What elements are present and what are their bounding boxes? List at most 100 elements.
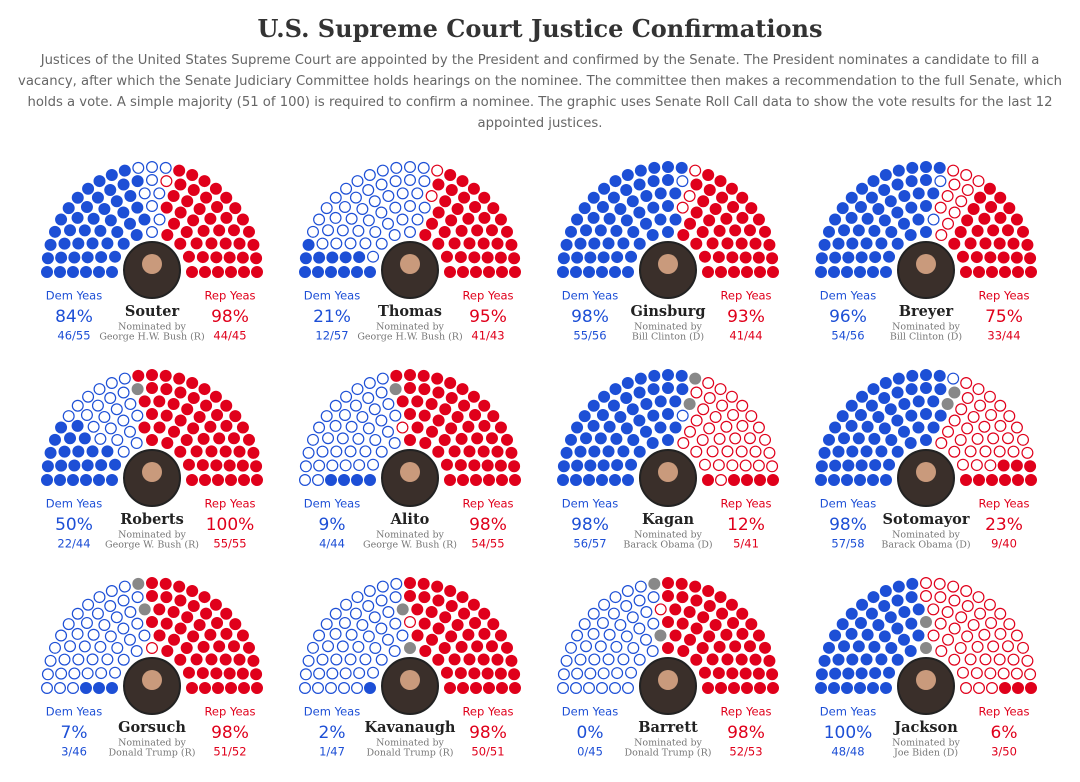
rep-yea-seat: [726, 667, 739, 680]
rep-yea-seat: [753, 266, 766, 279]
dem-yea-seat: [639, 217, 652, 230]
rep-nay-seat: [766, 460, 779, 473]
rep-yea-seat: [1017, 225, 1030, 238]
justice-name: Alito: [390, 511, 430, 528]
dem-yea-seat: [105, 474, 118, 487]
dem-nay-seat: [587, 607, 600, 620]
rep-yea-seat: [491, 653, 504, 666]
rep-nay-seat: [964, 445, 977, 458]
rep-nay-seat: [970, 459, 983, 472]
dem-nay-seat: [597, 667, 610, 680]
rep-yea-seat: [509, 474, 522, 487]
dem-yea-seat: [560, 238, 573, 251]
dem-yea-seat: [814, 266, 827, 279]
dem-yea-seat: [364, 681, 377, 694]
dem-yea-seat: [879, 376, 892, 389]
dem-yea-seat: [82, 182, 95, 195]
rep-yea-seat: [205, 445, 218, 458]
rep-label: Rep Yeas: [978, 497, 1029, 511]
rep-yea-seat: [160, 409, 173, 422]
rep-label: Rep Yeas: [204, 497, 255, 511]
dem-nay-seat: [349, 399, 362, 412]
dem-nay-seat: [320, 202, 333, 215]
dem-nay-seat: [338, 681, 351, 694]
dem-nay-seat: [388, 645, 401, 658]
dem-yea-seat: [64, 432, 77, 445]
rep-yea-seat: [508, 668, 521, 681]
dem-yea-seat: [556, 266, 569, 279]
dem-percent: 7%: [61, 723, 88, 743]
rep-yea-seat: [160, 383, 173, 396]
dem-yea-seat: [609, 175, 622, 188]
dem-yea-seat: [865, 191, 878, 204]
rep-yea-seat: [740, 474, 753, 487]
dem-label: Dem Yeas: [562, 705, 618, 719]
rep-nay-seat: [725, 390, 738, 403]
dem-yea-seat: [872, 618, 885, 631]
dem-nay-seat: [390, 161, 403, 174]
dem-yea-seat: [634, 372, 647, 385]
dem-yea-seat: [44, 238, 57, 251]
rep-yea-seat: [714, 681, 727, 694]
dem-nay-seat: [621, 584, 634, 597]
dem-nay-seat: [322, 432, 335, 445]
rep-nay-seat: [955, 403, 968, 416]
rep-yea-seat: [753, 474, 766, 487]
dem-yea-seat: [867, 591, 880, 604]
rep-nay-seat: [1010, 421, 1023, 434]
dem-yea-seat: [79, 474, 92, 487]
rep-nay-seat: [933, 577, 946, 590]
dem-nay-seat: [340, 598, 353, 611]
rep-yea-seat: [411, 629, 424, 642]
rep-yea-seat: [509, 681, 522, 694]
dem-nay-seat: [389, 617, 402, 630]
rep-fraction: 44/45: [213, 329, 246, 343]
rep-nay-seat: [1010, 629, 1023, 642]
dem-yea-seat: [105, 266, 118, 279]
rep-yea-seat: [425, 398, 438, 411]
dem-nay-seat: [621, 681, 634, 694]
dem-nay-seat: [418, 201, 431, 214]
rep-nay-seat: [729, 432, 742, 445]
dem-yea-seat: [71, 419, 84, 432]
rep-yea-seat: [496, 474, 509, 487]
rep-yea-seat: [225, 681, 238, 694]
rep-yea-seat: [451, 618, 464, 631]
rep-nay-seat: [1001, 432, 1014, 445]
dem-yea-seat: [934, 409, 947, 422]
dem-yea-seat: [595, 474, 608, 487]
rep-nay-seat: [690, 386, 703, 399]
rep-yea-seat: [467, 182, 480, 195]
rep-yea-seat: [180, 641, 193, 654]
rep-label: Rep Yeas: [204, 289, 255, 303]
rep-nay-seat: [919, 589, 932, 602]
rep-yea-seat: [998, 266, 1011, 279]
rep-yea-seat: [440, 666, 453, 679]
rep-yea-seat: [1010, 251, 1023, 264]
rep-yea-seat: [193, 618, 206, 631]
dem-percent: 96%: [829, 307, 867, 327]
dem-yea-seat: [867, 383, 880, 396]
dem-yea-seat: [595, 266, 608, 279]
rep-yea-seat: [209, 598, 222, 611]
rep-yea-seat: [196, 459, 209, 472]
dem-yea-seat: [829, 667, 842, 680]
rep-yea-seat: [229, 410, 242, 423]
rep-yea-seat: [684, 217, 697, 230]
dem-nay-seat: [344, 653, 357, 666]
dem-nay-seat: [118, 372, 131, 385]
nominated-label: Nominated by: [376, 738, 444, 749]
justice-name: Barrett: [638, 719, 698, 736]
dem-yea-seat: [647, 175, 660, 188]
dem-nay-seat: [375, 445, 388, 458]
rep-nay-seat: [978, 628, 991, 641]
dem-yea-seat: [625, 250, 638, 263]
rep-yea-seat: [763, 238, 776, 251]
justice-name: Kagan: [642, 511, 695, 528]
rep-yea-seat: [485, 224, 498, 237]
nominated-label: Nominated by: [634, 530, 702, 541]
dem-nay-seat: [369, 225, 382, 238]
rep-yea-seat: [987, 224, 1000, 237]
dem-yea-seat: [325, 266, 338, 279]
dem-yea-seat: [868, 224, 881, 237]
